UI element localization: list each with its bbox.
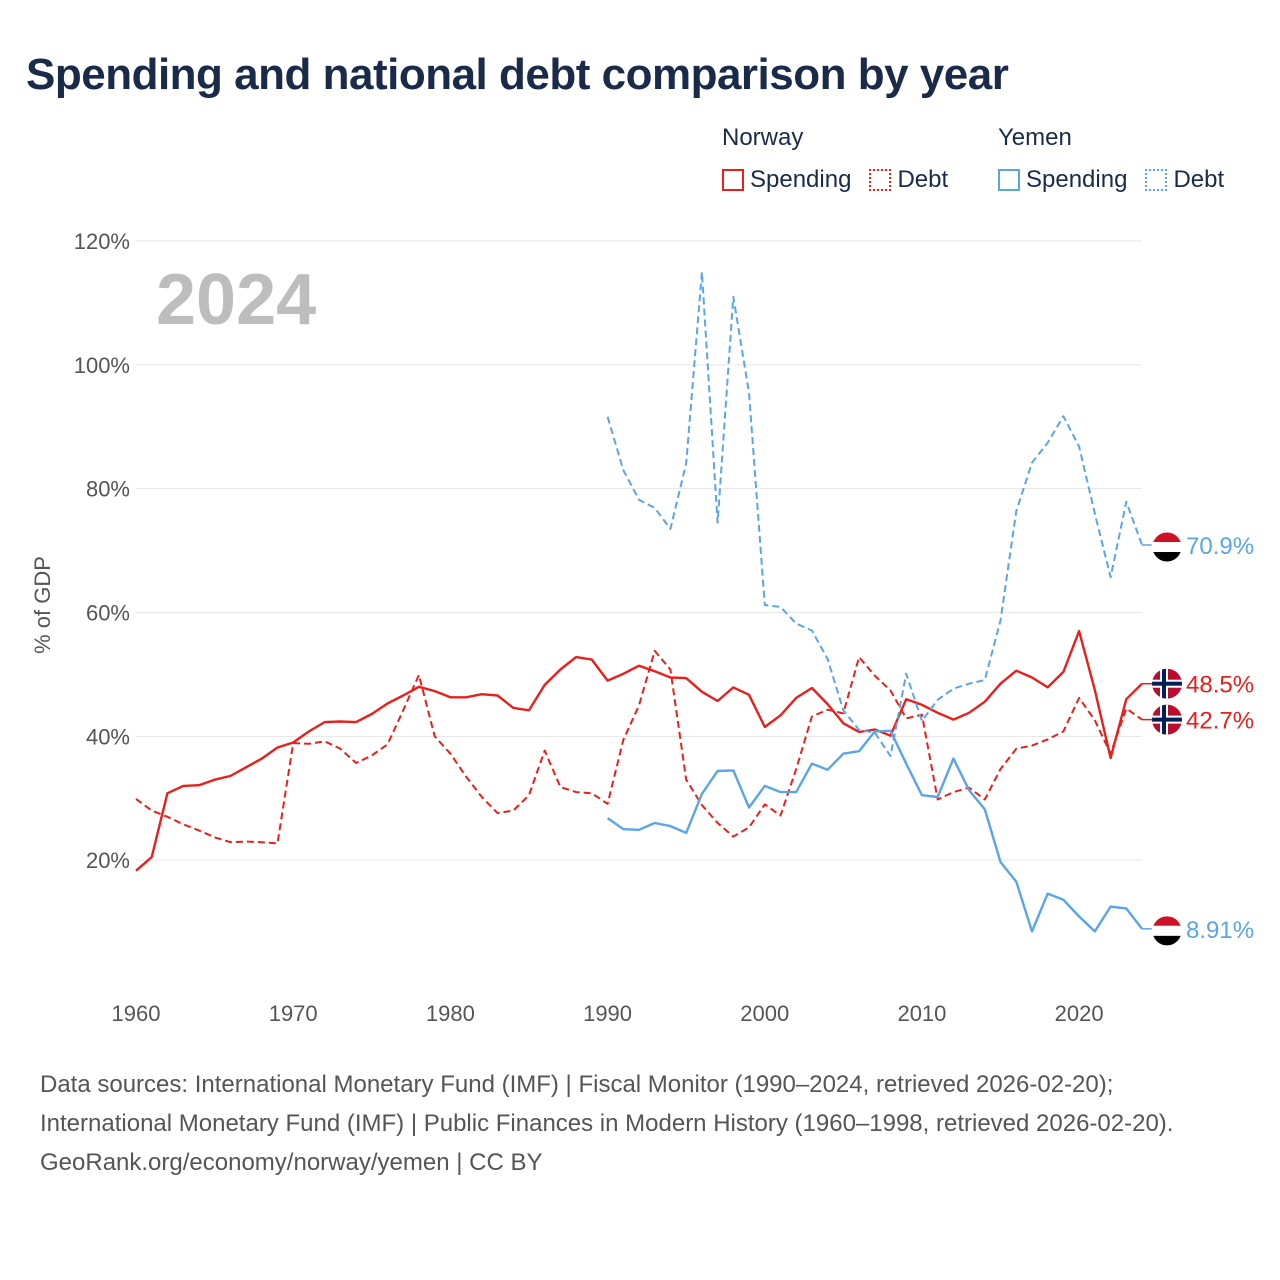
legend-norway-title: Norway	[722, 124, 804, 151]
yemen-flag-icon	[1151, 915, 1183, 947]
yemen-flag-icon	[1151, 531, 1183, 563]
x-tick-label: 1970	[269, 1001, 318, 1026]
end-labels: 48.5% 42.7% 8.91% 70.9%	[1142, 531, 1254, 947]
data-sources: Data sources: International Monetary Fun…	[40, 1071, 1174, 1137]
legend-norway-debt[interactable]: Debt	[869, 166, 948, 194]
x-tick-label: 1990	[583, 1001, 632, 1026]
x-axis: 1960 1970 1980 1990 2000 2010 2020	[112, 1001, 1104, 1026]
dotted-line-swatch-icon	[869, 169, 892, 191]
x-tick-label: 2010	[897, 1001, 946, 1026]
footer: Data sources: International Monetary Fun…	[40, 1065, 1240, 1182]
series-line-norway-spending	[135, 629, 1143, 872]
solid-line-swatch-icon	[722, 169, 744, 191]
chart-title: Spending and national debt comparison by…	[26, 50, 1009, 99]
y-tick-label: 120%	[74, 229, 130, 254]
y-tick-label: 20%	[86, 848, 130, 873]
x-tick-label: 1980	[426, 1001, 475, 1026]
end-value-label: 8.91%	[1186, 917, 1254, 944]
y-tick-label: 100%	[74, 353, 130, 378]
x-tick-label: 2020	[1055, 1001, 1104, 1026]
legend-yemen: Yemen Spending Debt	[998, 124, 1224, 194]
credit-link[interactable]: GeoRank.org/economy/norway/yemen | CC BY	[40, 1149, 543, 1176]
gridlines	[136, 240, 1142, 861]
y-tick-label: 60%	[86, 601, 130, 626]
year-watermark: 2024	[156, 260, 316, 340]
legend-yemen-title: Yemen	[998, 124, 1072, 151]
series-line-yemen-debt	[606, 271, 1143, 758]
legend-yemen-spending-label: Spending	[1026, 166, 1128, 193]
end-value-label: 42.7%	[1186, 708, 1254, 735]
legend-yemen-debt-label: Debt	[1173, 166, 1225, 193]
legend-norway-spending[interactable]: Spending	[722, 166, 851, 194]
solid-line-swatch-icon	[998, 169, 1020, 191]
legend-norway: Norway Spending Debt	[722, 124, 948, 194]
y-tick-label: 40%	[86, 724, 130, 749]
norway-flag-icon	[1152, 668, 1182, 699]
legend-yemen-debt[interactable]: Debt	[1145, 166, 1224, 194]
end-value-label: 70.9%	[1186, 533, 1254, 560]
legend-yemen-spending[interactable]: Spending	[998, 166, 1127, 194]
x-tick-label: 1960	[112, 1001, 161, 1026]
x-tick-label: 2000	[740, 1001, 789, 1026]
y-axis-label: % of GDP	[30, 556, 55, 654]
end-value-label: 48.5%	[1186, 672, 1254, 699]
series-line-yemen-spending	[606, 729, 1143, 933]
dotted-line-swatch-icon	[1145, 169, 1168, 191]
norway-flag-icon	[1152, 704, 1182, 735]
series-lines	[135, 271, 1143, 933]
legend-norway-spending-label: Spending	[750, 166, 852, 193]
series-line-norway-debt	[135, 649, 1143, 845]
y-axis: 20% 40% 60% 80% 100% 120%	[74, 229, 130, 873]
legend-norway-debt-label: Debt	[897, 166, 949, 193]
y-tick-label: 80%	[86, 477, 130, 502]
